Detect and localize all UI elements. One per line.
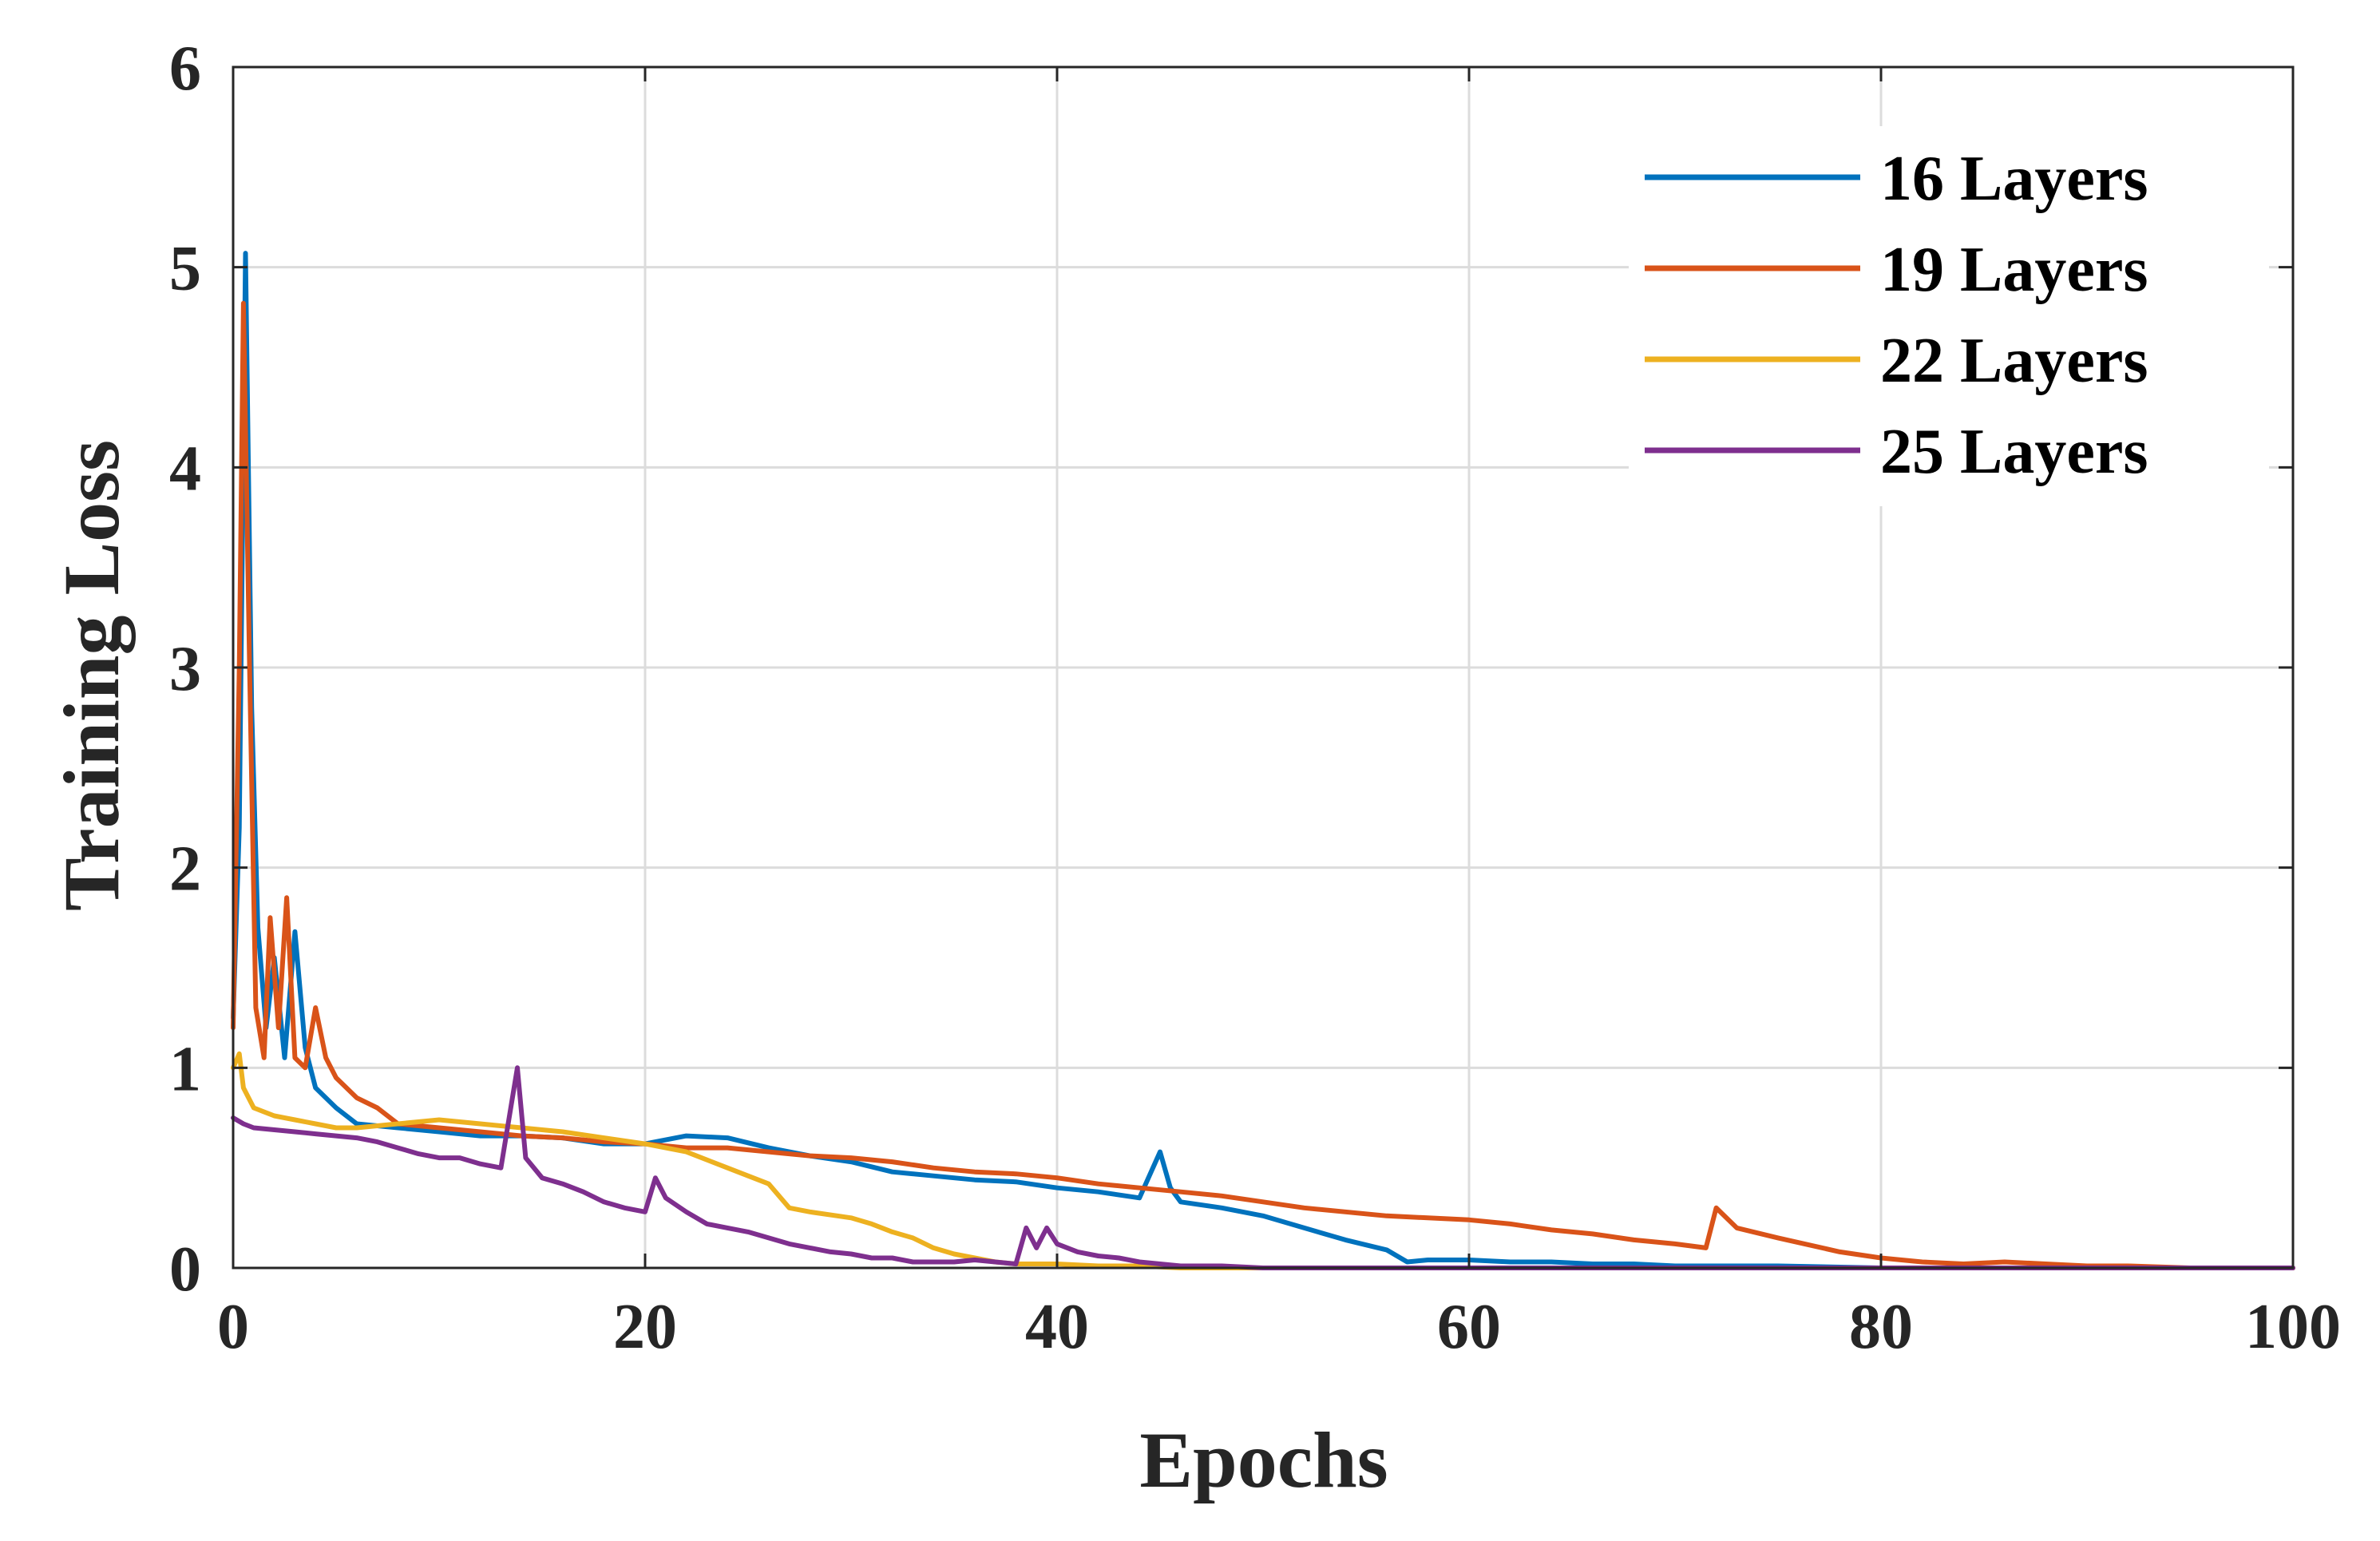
tick-labels: 0 20 40 60 80 100 0 1 2 3 4 5 6 xyxy=(169,34,2341,1362)
legend-label: 25 Layers xyxy=(1880,417,2148,487)
x-axis-label: Epochs xyxy=(1139,1416,1388,1504)
y-tick-label: 3 xyxy=(169,634,201,704)
x-tick-label: 80 xyxy=(1849,1292,1913,1362)
y-tick-label: 0 xyxy=(169,1234,201,1305)
legend-label: 22 Layers xyxy=(1880,326,2148,396)
y-tick-label: 1 xyxy=(169,1034,201,1104)
legend: 16 Layers 19 Layers 22 Layers 25 Layers xyxy=(1629,126,2269,506)
legend-label: 16 Layers xyxy=(1880,144,2148,214)
y-axis-label: Training Loss xyxy=(47,440,136,911)
series-line-16-layers xyxy=(231,251,2295,1270)
y-tick-label: 4 xyxy=(169,434,201,504)
y-tick-label: 5 xyxy=(169,234,201,304)
series-line-19-layers xyxy=(231,300,2295,1270)
series-line-25-layers xyxy=(231,1065,2295,1270)
axes xyxy=(232,65,2295,1270)
x-tick-label: 40 xyxy=(1025,1292,1089,1362)
legend-box xyxy=(1629,126,2269,506)
y-tick-label: 6 xyxy=(169,34,201,104)
x-tick-label: 0 xyxy=(217,1292,249,1362)
y-tick-label: 2 xyxy=(169,834,201,905)
legend-label: 19 Layers xyxy=(1880,235,2148,305)
x-tick-label: 20 xyxy=(613,1292,677,1362)
x-tick-label: 60 xyxy=(1437,1292,1501,1362)
x-tick-label: 100 xyxy=(2245,1292,2341,1362)
